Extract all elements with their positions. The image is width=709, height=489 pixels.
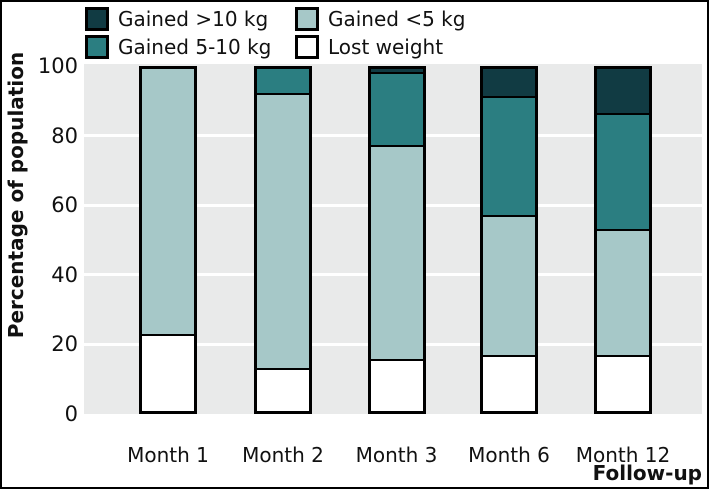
bar-segment <box>257 94 309 371</box>
y-tick-label: 60 <box>51 193 78 218</box>
x-tick-label: Month 1 <box>127 443 209 467</box>
bar-segment <box>142 69 194 337</box>
bar-segment <box>257 69 309 95</box>
bar-segment <box>483 357 535 411</box>
bar-segment <box>370 74 423 147</box>
bar-segment <box>483 97 535 218</box>
x-tick-label: Month 2 <box>242 443 324 467</box>
stacked-bar-month-1 <box>139 66 197 414</box>
bar-segment <box>483 69 535 98</box>
bar-segment <box>370 360 423 412</box>
x-axis-labels: Month 1 Month 2 Month 3 Month 6 Month 12 <box>84 443 702 469</box>
chart-legend: Gained >10 kg Gained <5 kg Gained 5-10 kg L… <box>85 5 465 61</box>
bar-segment <box>597 357 649 411</box>
bar-segment <box>370 69 423 75</box>
bar-segment <box>597 69 649 115</box>
y-tick-label: 100 <box>37 54 78 78</box>
bar-segment <box>597 230 649 358</box>
legend-item: Gained 5-10 kg <box>85 35 295 59</box>
stacked-bar-month-12 <box>594 66 652 414</box>
x-axis-title: Follow-up <box>592 461 702 485</box>
legend-swatch-icon <box>295 35 319 59</box>
legend-swatch-icon <box>85 35 109 59</box>
legend-swatch-icon <box>295 7 319 31</box>
bar-segment <box>597 114 649 231</box>
x-tick-label: Month 6 <box>468 443 550 467</box>
legend-item-label: Lost weight <box>328 35 444 59</box>
stacked-bar-month-2 <box>254 66 312 414</box>
y-tick-label: 0 <box>64 402 78 426</box>
legend-item-label: Gained <5 kg <box>328 7 466 31</box>
stacked-bar-month-6 <box>480 66 538 414</box>
y-axis-ticks: 0 20 40 60 80 100 <box>2 54 80 426</box>
legend-item-label: Gained 5-10 kg <box>118 35 272 59</box>
y-tick-label: 80 <box>51 123 78 148</box>
plot-area <box>84 64 702 414</box>
y-tick-label: 20 <box>51 332 78 357</box>
bar-segment <box>257 370 309 411</box>
legend-swatch-icon <box>85 7 109 31</box>
x-tick-label: Month 12 <box>575 443 671 467</box>
bar-segment <box>370 146 423 361</box>
y-tick-label: 40 <box>51 262 78 287</box>
x-tick-label: Month 3 <box>355 443 438 467</box>
legend-item: Lost weight <box>295 35 465 59</box>
legend-item-label: Gained >10 kg <box>118 7 269 31</box>
stacked-bar-month-3 <box>367 66 426 414</box>
legend-item: Gained >10 kg <box>85 7 295 31</box>
bar-segment <box>483 217 535 358</box>
bar-segment <box>142 336 194 411</box>
legend-item: Gained <5 kg <box>295 7 465 31</box>
